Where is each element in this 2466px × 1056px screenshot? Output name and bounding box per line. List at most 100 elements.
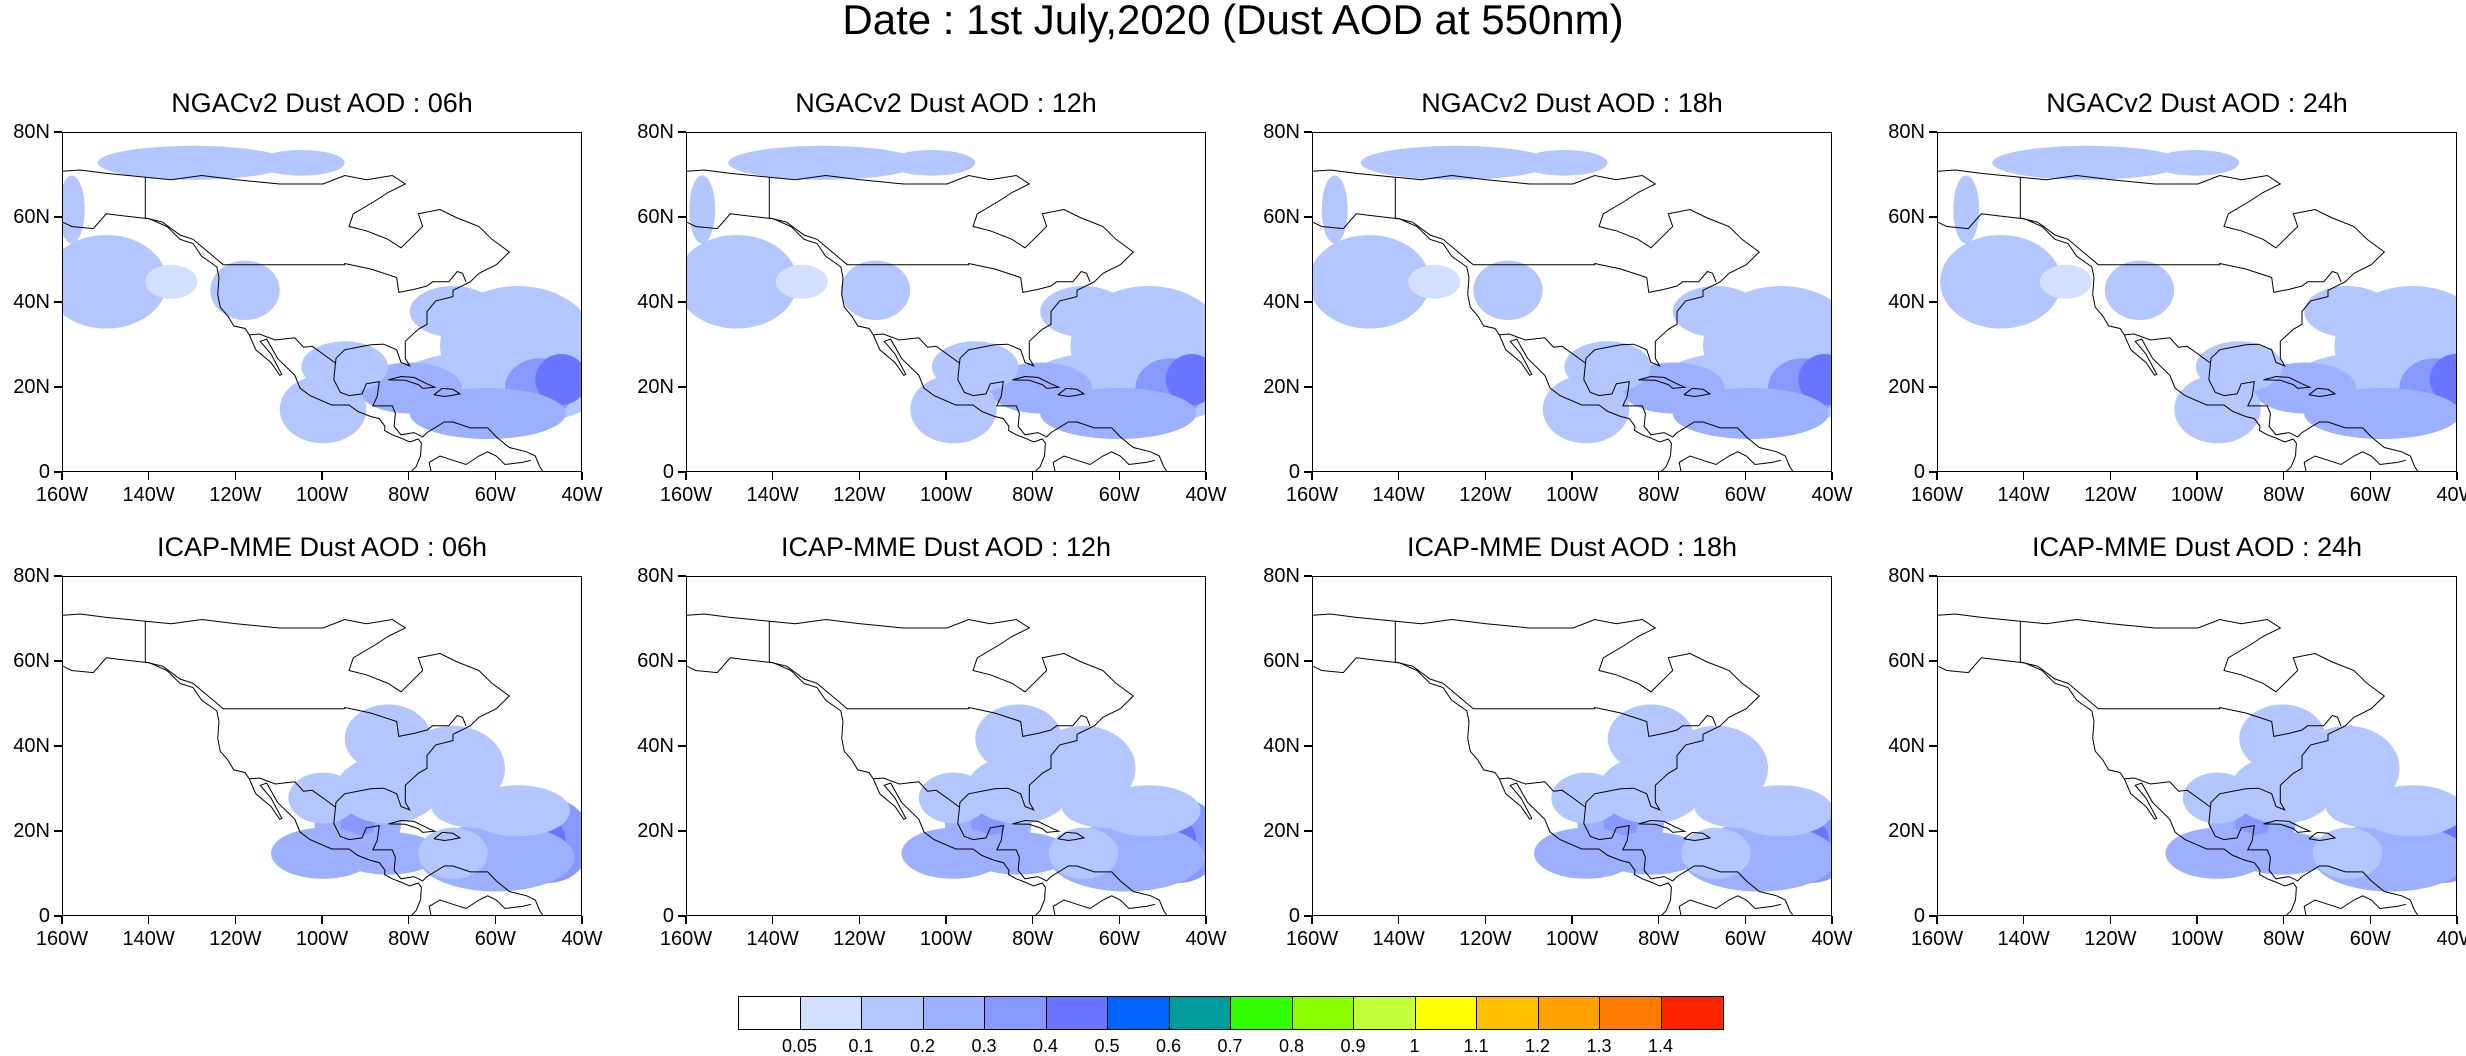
dust-aod-area xyxy=(1165,354,1205,405)
lon-tick-label: 80W xyxy=(1638,484,1680,506)
lon-tick-label: 160W xyxy=(1285,928,1339,950)
lon-tick xyxy=(2022,916,2025,924)
lat-tick-label: 0 xyxy=(1913,461,1925,483)
coastline xyxy=(1052,895,1156,915)
lat-tick xyxy=(54,301,62,303)
lon-tick-label: 140W xyxy=(746,928,799,950)
dust-aod-area xyxy=(63,175,85,244)
lat-tick-label: 80N xyxy=(13,121,50,143)
lat-tick-label: 60N xyxy=(13,206,50,228)
lon-tick xyxy=(1118,472,1121,480)
dust-aod-area xyxy=(1992,145,2183,180)
dust-aod-area xyxy=(279,375,367,444)
lat-tick-label: 20N xyxy=(637,376,674,398)
lon-tick xyxy=(1936,472,1938,480)
lat-tick xyxy=(678,915,686,917)
lat-tick-label: 80N xyxy=(1263,565,1300,587)
lon-tick xyxy=(685,916,687,924)
lon-tick xyxy=(1031,472,1034,480)
lat-tick-label: 60N xyxy=(637,206,674,228)
lon-tick xyxy=(1205,472,1207,480)
dust-aod-area xyxy=(2182,772,2253,824)
coastline xyxy=(1012,819,1061,833)
map-canvas xyxy=(1313,613,1831,915)
dust-aod-area xyxy=(1672,388,1829,439)
colorbar-swatch xyxy=(923,997,985,1029)
lon-tick-label: 160W xyxy=(659,928,713,950)
dust-aod-area xyxy=(728,145,919,180)
lat-tick xyxy=(1929,915,1937,917)
lat-tick xyxy=(678,386,686,388)
lat-tick xyxy=(1304,660,1312,662)
dust-aod-area xyxy=(2104,260,2175,320)
coastline xyxy=(2303,895,2407,915)
map-canvas xyxy=(1938,613,2456,915)
lon-tick-label: 80W xyxy=(2263,928,2305,950)
lon-tick-label: 40W xyxy=(1811,484,1853,506)
dust-aod-area xyxy=(1521,150,1608,176)
dust-aod-area xyxy=(1564,341,1651,393)
colorbar-label: 0.5 xyxy=(1094,1036,1120,1056)
lat-tick xyxy=(1929,830,1937,832)
coastline xyxy=(1938,169,2419,471)
lon-tick-label: 80W xyxy=(388,484,430,506)
map-plot-area xyxy=(62,132,582,472)
map-plot-area xyxy=(1312,132,1832,472)
lon-tick xyxy=(2456,916,2458,924)
dust-aod-area xyxy=(535,354,581,405)
lat-tick xyxy=(1304,575,1312,577)
lon-tick xyxy=(2022,472,2025,480)
dust-aod-area xyxy=(1408,264,1461,299)
coastline xyxy=(63,613,544,915)
lat-tick xyxy=(678,216,686,218)
lon-tick-label: 80W xyxy=(1638,928,1680,950)
lon-tick-label: 140W xyxy=(1997,928,2050,950)
dust-aod-area xyxy=(2039,264,2092,299)
lat-tick xyxy=(678,301,686,303)
lat-tick xyxy=(678,830,686,832)
lon-tick-label: 60W xyxy=(1724,484,1766,506)
map-canvas xyxy=(63,145,581,471)
lon-tick xyxy=(581,472,583,480)
colorbar-label: 0.3 xyxy=(971,1036,997,1056)
lat-tick xyxy=(1929,575,1937,577)
lon-tick-label: 160W xyxy=(1285,484,1339,506)
coastline xyxy=(873,777,960,808)
colorbar-swatch xyxy=(1108,997,1170,1029)
lon-tick-label: 160W xyxy=(35,484,89,506)
dust-aod-area xyxy=(1672,286,1760,337)
colorbar-swatch xyxy=(985,997,1047,1029)
coastline xyxy=(144,177,467,293)
dust-aod-area xyxy=(2195,341,2283,393)
dust-aod-area xyxy=(344,704,432,773)
lon-tick xyxy=(1397,916,1400,924)
dust-aod-area xyxy=(466,785,570,837)
lon-tick xyxy=(2456,472,2458,480)
dust-aod-area xyxy=(840,260,911,320)
lat-tick-label: 60N xyxy=(1263,206,1300,228)
lon-tick xyxy=(1571,472,1573,480)
lon-tick xyxy=(1484,916,1487,924)
coastline xyxy=(2019,177,2342,293)
dust-aod-area xyxy=(301,341,388,393)
lon-tick xyxy=(2109,472,2112,480)
map-canvas xyxy=(1313,145,1831,471)
lon-tick xyxy=(1657,472,1660,480)
dust-aod-area xyxy=(1321,175,1348,244)
lon-tick xyxy=(945,916,947,924)
coastline xyxy=(687,213,1046,471)
lat-tick-label: 40N xyxy=(1263,735,1300,757)
lat-tick xyxy=(54,745,62,747)
lon-tick-label: 100W xyxy=(295,928,349,950)
colorbar-swatch xyxy=(1046,997,1108,1029)
lon-tick xyxy=(1744,472,1747,480)
lon-tick xyxy=(234,916,237,924)
lon-tick-label: 120W xyxy=(1459,928,1512,950)
lat-tick xyxy=(1304,915,1312,917)
lon-tick-label: 100W xyxy=(919,484,973,506)
lat-tick-label: 20N xyxy=(1888,820,1925,842)
panel-title: NGACv2 Dust AOD : 24h xyxy=(2046,88,2348,118)
lon-tick-label: 140W xyxy=(1372,484,1425,506)
lat-tick-label: 0 xyxy=(662,461,674,483)
coastline xyxy=(2308,387,2337,398)
